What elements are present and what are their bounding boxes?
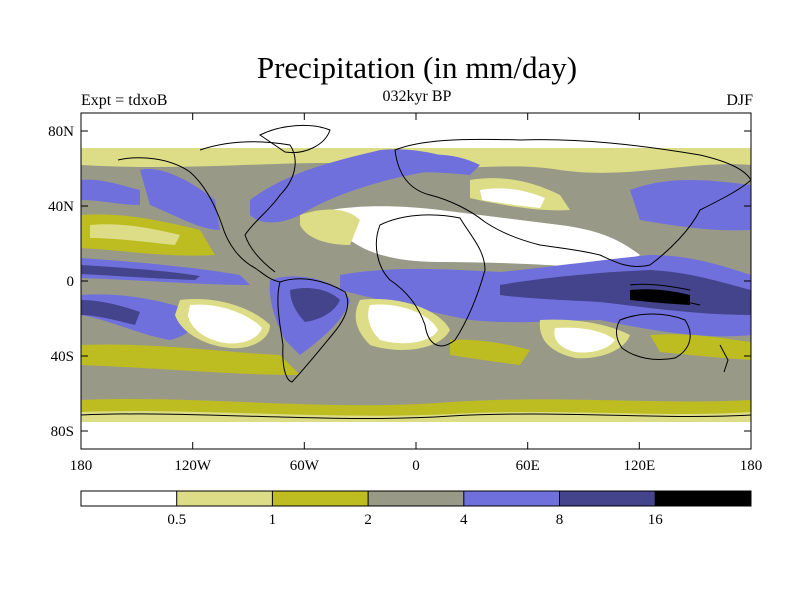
x-tick-label: 120W bbox=[174, 458, 212, 474]
new-zealand bbox=[719, 344, 729, 373]
y-tick-label: 80S bbox=[51, 424, 74, 440]
greenland bbox=[259, 125, 331, 154]
north-america-east-coast bbox=[199, 141, 296, 273]
africa bbox=[375, 214, 486, 347]
antarctic-coast-light bbox=[81, 411, 751, 422]
y-tick-label: 40S bbox=[51, 349, 74, 365]
colorbar-label: 8 bbox=[556, 512, 564, 528]
colorbar-box-4 bbox=[463, 491, 560, 506]
period-label: 032kyr BP bbox=[382, 88, 452, 105]
colorbar-box-6 bbox=[655, 491, 751, 506]
x-tick-label: 60E bbox=[516, 458, 540, 474]
y-axis-ticks bbox=[81, 130, 751, 432]
sahara-arabia-dry bbox=[330, 206, 640, 270]
season-label: DJF bbox=[726, 92, 753, 109]
y-tick-label: 80N bbox=[48, 124, 74, 140]
precip-field bbox=[81, 113, 751, 449]
chart-title: Precipitation (in mm/day) bbox=[256, 50, 578, 85]
central-asia-dry bbox=[480, 188, 545, 208]
pacific-itcz-core bbox=[81, 265, 200, 280]
europe-blue bbox=[400, 154, 480, 175]
colorbar-box-5 bbox=[559, 491, 656, 506]
coastlines bbox=[81, 125, 751, 420]
north-atlantic-subtropics bbox=[300, 209, 360, 245]
colorbar-box-3 bbox=[368, 491, 464, 506]
pacific-storm-track bbox=[140, 169, 220, 230]
x-tick-label: 120E bbox=[623, 458, 655, 474]
colorbar-box-2 bbox=[272, 491, 369, 506]
australia bbox=[616, 313, 691, 361]
se-pacific-dry bbox=[188, 304, 262, 344]
x-axis-ticks bbox=[80, 113, 752, 449]
south-indian-olive bbox=[450, 339, 530, 365]
x-tick-label: 60W bbox=[290, 458, 320, 474]
amazon-core bbox=[290, 288, 340, 322]
colorbar-label: 0.5 bbox=[167, 512, 186, 528]
experiment-label: Expt = tdxoB bbox=[81, 92, 168, 109]
colorbar-label: 16 bbox=[648, 512, 664, 528]
west-pacific-storm-track bbox=[630, 180, 751, 231]
north-pacific-dry bbox=[90, 224, 180, 245]
y-axis-labels: 80N 40N 0 40S 80S bbox=[48, 124, 74, 440]
colorbar-label: 4 bbox=[460, 512, 468, 528]
colorbar: 0.5 1 2 4 8 16 bbox=[80, 490, 752, 528]
colorbar-frame bbox=[80, 490, 752, 507]
y-tick-label: 0 bbox=[67, 274, 75, 290]
colorbar-box-0 bbox=[81, 491, 177, 506]
tasman-olive bbox=[650, 334, 751, 360]
y-tick-label: 40N bbox=[48, 199, 74, 215]
x-axis-labels: 180 120W 60W 0 60E 120E 180 bbox=[70, 458, 763, 474]
australia-dry bbox=[554, 327, 615, 353]
south-america bbox=[277, 278, 349, 383]
atlantic-storm-track bbox=[250, 149, 440, 223]
eurasia bbox=[394, 138, 751, 268]
maritime-continent bbox=[629, 283, 701, 306]
maritime-continent-max bbox=[630, 289, 690, 305]
colorbar-box-1 bbox=[176, 491, 273, 506]
spcz-core bbox=[81, 300, 140, 325]
antarctica bbox=[81, 413, 751, 420]
x-tick-label: 180 bbox=[70, 458, 93, 474]
dateline-storm-track bbox=[81, 179, 140, 205]
x-tick-label: 180 bbox=[740, 458, 763, 474]
colorbar-label: 2 bbox=[364, 512, 372, 528]
south-pacific-olive bbox=[81, 344, 300, 375]
x-tick-label: 0 bbox=[412, 458, 420, 474]
colorbar-label: 1 bbox=[269, 512, 277, 528]
north-america-west-coast bbox=[117, 157, 281, 283]
